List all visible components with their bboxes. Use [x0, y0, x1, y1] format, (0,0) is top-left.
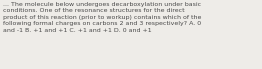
Text: ... The molecule below undergoes decarboxylation under basic
conditions. One of : ... The molecule below undergoes decarbo…	[3, 2, 201, 33]
